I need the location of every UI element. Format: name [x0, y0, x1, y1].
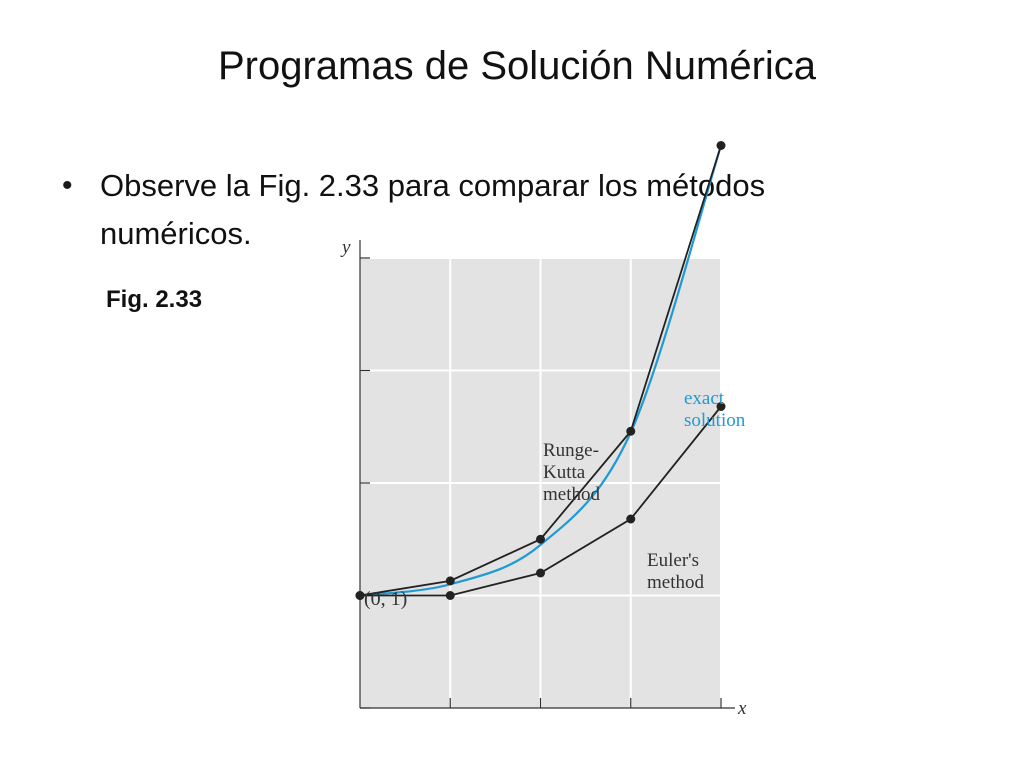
- grid-lines: [360, 257, 722, 708]
- plot-background: [360, 258, 721, 708]
- runge-kutta-label-line: method: [543, 484, 600, 505]
- bullet-text: Observe la Fig. 2.33 para comparar los m…: [100, 168, 766, 251]
- exact-solution-label-line: exact: [684, 388, 725, 409]
- runge-kutta-label-line: Runge-: [543, 440, 599, 461]
- euler-label-line: Euler's: [647, 550, 699, 571]
- runge-kutta-label-line: Kutta: [543, 462, 586, 483]
- exact-solution-label: exact solution: [684, 388, 746, 431]
- runge-kutta-method-point: [536, 534, 545, 544]
- runge-kutta-label: Runge-Kutta method: [543, 440, 600, 505]
- bullet-dot: •: [62, 169, 73, 202]
- figure-label: Fig. 2.33: [106, 286, 203, 313]
- runge-kutta-method-point: [716, 141, 726, 150]
- euler-method-point: [355, 591, 365, 600]
- slide-title: Programas de Solución Numérica: [217, 44, 817, 88]
- axes: [359, 240, 735, 709]
- euler-method-point: [536, 568, 545, 578]
- x-axis-label: x: [737, 698, 747, 719]
- euler-method-point: [445, 591, 455, 600]
- runge-kutta-method-point: [626, 426, 636, 436]
- runge-kutta-method-point: [355, 591, 365, 600]
- exact-solution-label-line: solution: [684, 410, 746, 431]
- euler-label: Euler's method: [647, 550, 704, 593]
- euler-method-point: [716, 402, 726, 411]
- euler-method-point: [626, 514, 636, 524]
- euler-label-line: method: [647, 572, 704, 593]
- euler-method-line: [360, 405, 722, 597]
- initial-point-annotation: (0, 1): [364, 588, 407, 610]
- runge-kutta-method-point: [445, 576, 455, 586]
